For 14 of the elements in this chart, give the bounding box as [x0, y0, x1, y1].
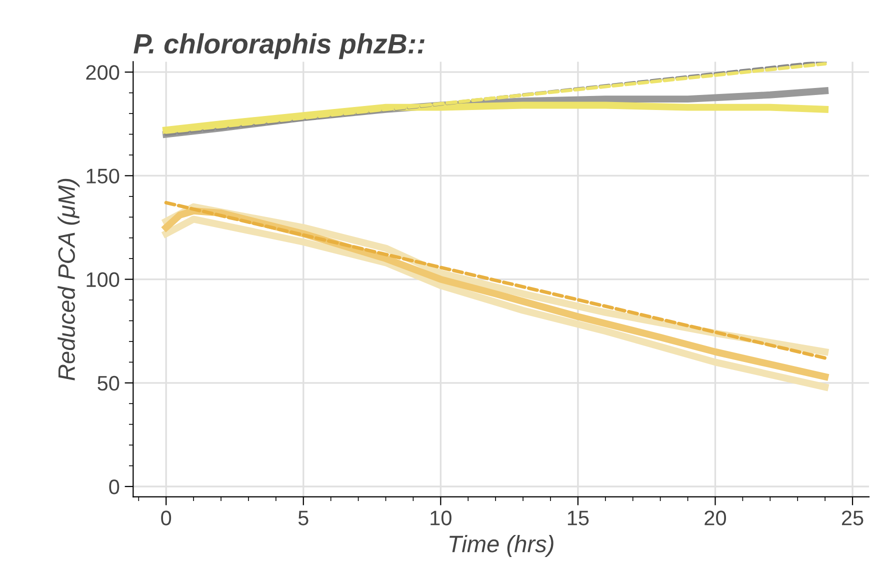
x-tick-label: 10 [430, 510, 452, 526]
x-tick-label: 20 [704, 510, 726, 526]
y-axis-title: Reduced PCA (μM) [58, 178, 80, 380]
x-tick-label: 15 [568, 510, 589, 526]
x-tick-label: 25 [842, 510, 864, 526]
y-tick-label: 50 [98, 376, 120, 391]
chart-title: P. chlororaphis phzB:: [134, 33, 424, 60]
x-tick-label: 5 [298, 510, 308, 526]
y-tick-label: 150 [86, 168, 120, 184]
x-axis-title: Time (hrs) [450, 535, 554, 558]
x-tick-label: 0 [161, 510, 172, 526]
y-tick-label: 0 [109, 480, 120, 494]
y-tick-label: 200 [86, 65, 120, 80]
y-tick-label: 100 [86, 272, 120, 288]
